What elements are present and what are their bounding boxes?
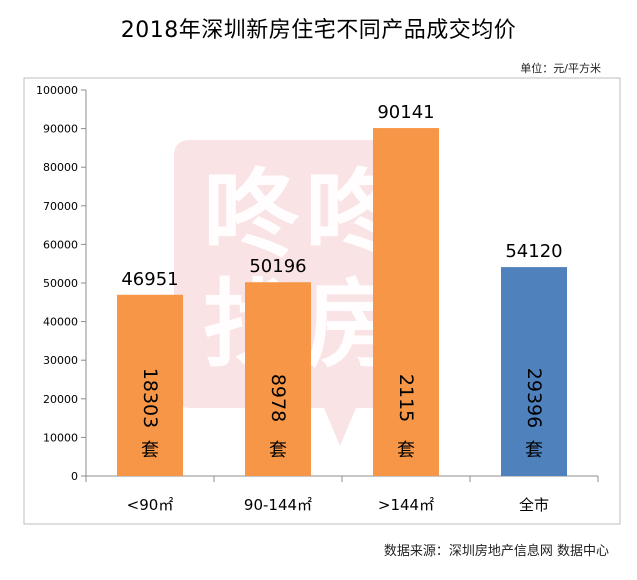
bar-volume-label: 18303 [139,368,161,428]
bar-volume-unit: 套 [525,440,543,461]
y-tick-label: 0 [71,470,78,483]
bar [245,282,311,476]
bar [373,128,439,477]
bar-value-label: 90141 [377,102,434,123]
y-tick-label: 60000 [43,238,78,251]
x-category-label: 全市 [519,496,549,514]
bar-volume-unit: 套 [269,440,287,461]
bar-value-label: 54120 [505,241,562,262]
x-category-label: <90㎡ [127,496,174,514]
watermark-text: 咚咚 [203,159,407,271]
bar-value-label: 46951 [121,269,178,290]
y-tick-label: 10000 [43,431,78,444]
y-tick-label: 90000 [43,123,78,136]
source-note: 数据来源：深圳房地产信息网 数据中心 [383,544,609,559]
chart-title: 2018年深圳新房住宅不同产品成交均价 [120,18,517,43]
x-category-label: >144㎡ [378,496,434,514]
y-tick-label: 40000 [43,316,78,329]
bar-volume-label: 29396 [523,368,545,428]
y-tick-label: 100000 [36,84,78,97]
bar-volume-unit: 套 [141,440,159,461]
bar-volume-label: 8978 [267,374,289,422]
bar [501,267,567,476]
unit-note: 单位：元/平方米 [520,62,601,75]
y-tick-label: 50000 [43,277,78,290]
bar [117,294,183,476]
bar-volume-unit: 套 [397,440,415,461]
x-category-label: 90-144㎡ [244,496,312,514]
y-tick-label: 70000 [43,200,78,213]
y-tick-label: 30000 [43,354,78,367]
chart-frame [23,77,621,525]
bar-volume-label: 2115 [395,374,417,422]
y-tick-label: 80000 [43,161,78,174]
y-tick-label: 20000 [43,393,78,406]
bar-value-label: 50196 [249,256,306,277]
